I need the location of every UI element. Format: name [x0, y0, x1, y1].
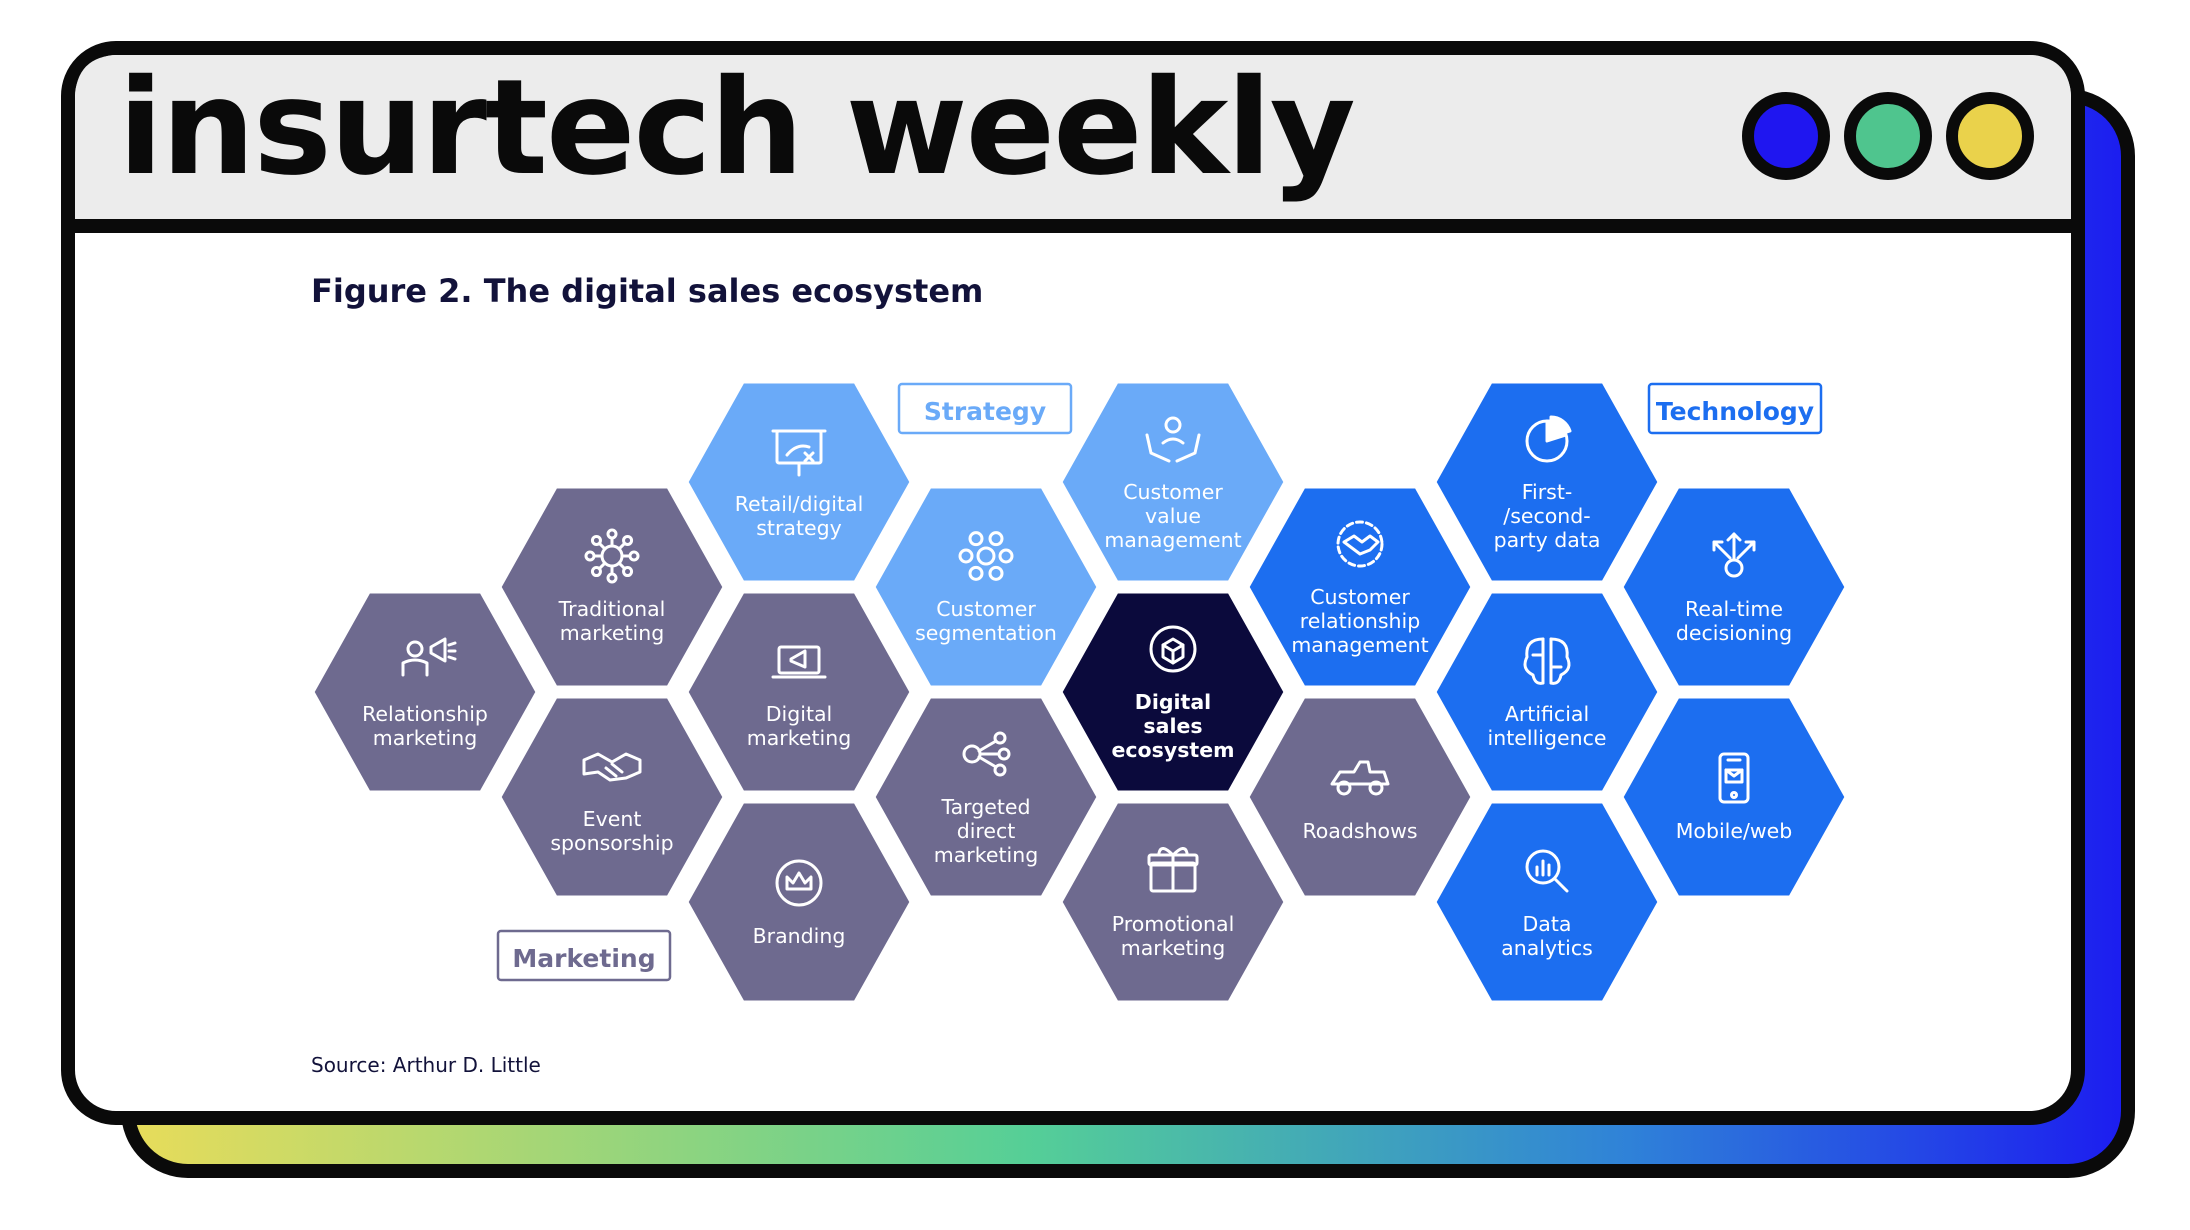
strategy-board-icon [771, 429, 827, 477]
hexagon-shape [872, 695, 1100, 899]
laptop-megaphone-icon [771, 645, 827, 679]
brain-circuit-icon [1523, 637, 1571, 685]
hexagon-artificial-intelligence: Artificial intelligence [1433, 590, 1661, 794]
hexagon-shape [1246, 485, 1474, 689]
technology-label: Technology [1656, 397, 1814, 426]
hexagon-customer-segmentation: Customer segmentation [872, 485, 1100, 689]
hexagon-retail-digital-strategy: Retail/digital strategy [685, 380, 913, 584]
megaphone-person-icon [401, 637, 457, 677]
segmentation-icon [958, 531, 1014, 581]
brand-title: insurtech weekly [118, 51, 1356, 205]
yellow-dot[interactable] [1946, 92, 2034, 180]
hexagon-shape [498, 485, 726, 689]
blue-dot[interactable] [1742, 92, 1830, 180]
handshake-icon [582, 752, 642, 782]
crown-badge-icon [775, 859, 823, 907]
hexagon-digital-sales-ecosystem: Digital sales ecosystem [1059, 590, 1287, 794]
hexagon-customer-relationship-management: Customer relationship management [1246, 485, 1474, 689]
hexagon-shape [1620, 485, 1848, 689]
figure-title: Figure 2. The digital sales ecosystem [311, 272, 984, 310]
hexagon-shape [1059, 590, 1287, 794]
strategy-label: Strategy [924, 397, 1046, 426]
hexagon-label: Customer segmentation [915, 597, 1057, 645]
hexagon-label: Roadshows [1302, 819, 1417, 843]
gift-box-icon [1147, 847, 1199, 893]
hexagon-label: Branding [753, 924, 846, 948]
pie-chart-icon [1525, 415, 1572, 463]
hexagon-data-analytics: Data analytics [1433, 800, 1661, 1004]
hexagon-label: First-/second-party data [1494, 480, 1601, 552]
hexagon-shape [1433, 800, 1661, 1004]
hexagon-label: Mobile/web [1676, 819, 1793, 843]
hexagon-label: Digital marketing [747, 702, 851, 750]
hexagon-shape [685, 380, 913, 584]
hexagon-shape [1433, 590, 1661, 794]
handshake-gear-icon [1336, 520, 1384, 568]
hexagon-shape [872, 485, 1100, 689]
hexagon-shape [1433, 380, 1661, 584]
hexagon-label: Customer value management [1104, 480, 1241, 552]
hexagon-roadshows: Roadshows [1246, 695, 1474, 899]
hexagon-label: Data analytics [1501, 912, 1593, 960]
hexagon-label: Real-time decisioning [1676, 597, 1792, 645]
network-megaphone-icon [584, 528, 640, 584]
hexagon-branding: Branding [685, 800, 913, 1004]
hexagon-label: Traditional marketing [558, 597, 666, 645]
hexagon-label: Promotional marketing [1112, 912, 1235, 960]
technology-label-box: Technology [1647, 382, 1823, 435]
hexagon-shape [1059, 380, 1287, 584]
title-bar [75, 55, 2071, 223]
green-dot[interactable] [1844, 92, 1932, 180]
cube-network-icon [1149, 625, 1197, 673]
hexagon-diagram: Relationship marketing Traditional marketin… [311, 380, 1848, 1004]
hexagon-promotional-marketing: Promotional marketing [1059, 800, 1287, 1004]
smartphone-icon [1718, 752, 1750, 804]
hexagon-shape [685, 590, 913, 794]
hexagon-label: Targeted direct marketing [934, 795, 1038, 867]
hexagon-event-sponsorship: Event sponsorship [498, 695, 726, 899]
hexagon-label: Artificial intelligence [1488, 702, 1607, 750]
hexagon-label: Customer relationship management [1291, 585, 1428, 657]
hexagon-traditional-marketing: Traditional marketing [498, 485, 726, 689]
hexagon-targeted-direct-marketing: Targeted direct marketing [872, 695, 1100, 899]
strategy-label-box: Strategy [897, 382, 1073, 435]
marketing-label-box: Marketing [496, 929, 672, 982]
hexagon-real-time-decisioning: Real-time decisioning [1620, 485, 1848, 689]
hexagon-shape [685, 800, 913, 1004]
marketing-label: Marketing [512, 944, 655, 973]
hexagon-shape [1059, 800, 1287, 1004]
hexagon-label: Relationship marketing [362, 702, 488, 750]
race-car-icon [1330, 760, 1390, 796]
arrows-gear-icon [1712, 532, 1756, 578]
hexagon-first-second-party-data: First-/second-party data [1433, 380, 1661, 584]
hexagon-label: Digital sales ecosystem [1112, 690, 1235, 762]
hexagon-customer-value-management: Customer value management [1059, 380, 1287, 584]
hexagon-label: Retail/digital strategy [735, 492, 864, 540]
source-note: Source: Arthur D. Little [311, 1053, 541, 1077]
target-network-icon [962, 731, 1011, 777]
hexagon-shape [498, 695, 726, 899]
hexagon-shape [1246, 695, 1474, 899]
magnifier-chart-icon [1525, 849, 1569, 893]
hexagon-relationship-marketing: Relationship marketing [311, 590, 539, 794]
hexagon-mobile-web: Mobile/web [1620, 695, 1848, 899]
hexagon-shape [311, 590, 539, 794]
hexagon-label: Event sponsorship [550, 807, 673, 855]
hexagon-digital-marketing: Digital marketing [685, 590, 913, 794]
hands-person-icon [1145, 416, 1201, 463]
